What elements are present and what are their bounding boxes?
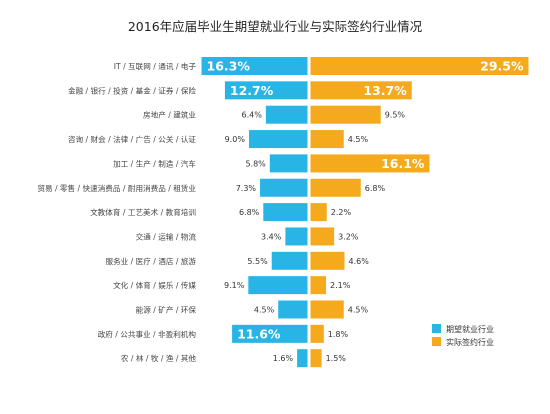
bar-expected [271, 251, 308, 270]
bar-actual [310, 130, 344, 149]
bar-actual [310, 300, 344, 319]
category-label: 贸易 / 零售 / 快速消费品 / 耐用消费品 / 租赁业 [37, 183, 196, 193]
data-label-actual: 4.5% [348, 135, 369, 144]
legend: 期望就业行业 实际签约行业 [432, 324, 494, 347]
data-label-actual: 4.6% [348, 257, 369, 266]
category-label: 金融 / 银行 / 投资 / 基金 / 证券 / 保险 [68, 85, 196, 95]
bar-expected [260, 178, 308, 197]
category-label: 交通 / 运输 / 物流 [136, 231, 197, 241]
bar-actual [310, 251, 345, 270]
data-label-actual: 2.1% [330, 281, 351, 290]
data-label-actual: 1.5% [326, 354, 347, 363]
data-label-expected: 5.8% [245, 159, 266, 168]
bar-actual [310, 324, 324, 343]
bar-expected [265, 105, 308, 124]
bar-actual [310, 81, 412, 100]
data-label-actual: 16.1% [381, 156, 425, 171]
bar-expected [248, 130, 308, 149]
data-label-expected: 6.4% [242, 111, 263, 120]
category-label: 政府 / 公共事业 / 非盈利机构 [98, 329, 197, 339]
category-label: 文化 / 体育 / 娱乐 / 传媒 [113, 280, 196, 290]
data-label-expected: 7.3% [236, 184, 257, 193]
data-label-expected: 12.7% [230, 83, 274, 98]
data-label-expected: 3.4% [261, 232, 282, 241]
bar-actual [310, 178, 361, 197]
bar-expected [248, 276, 308, 295]
category-label: 文教体育 / 工艺美术 / 教育培训 [90, 207, 196, 217]
data-label-expected: 1.6% [273, 354, 294, 363]
bar-expected [269, 154, 308, 173]
data-label-expected: 9.0% [225, 135, 246, 144]
data-label-actual: 3.2% [338, 232, 359, 241]
data-label-actual: 29.5% [480, 59, 524, 74]
data-label-actual: 6.8% [365, 184, 386, 193]
bar-actual [310, 154, 430, 173]
bar-expected [201, 57, 308, 75]
bar-expected [278, 300, 308, 319]
data-label-actual: 9.5% [385, 111, 406, 120]
category-label: 咨询 / 财会 / 法律 / 广告 / 公关 / 认证 [68, 134, 196, 144]
legend-swatch-actual [432, 337, 441, 346]
data-label-expected: 6.8% [239, 208, 260, 217]
chart-title: 2016年应届毕业生期望就业行业与实际签约行业情况 [128, 19, 423, 34]
bar-actual [310, 203, 327, 222]
bar-expected [224, 81, 308, 100]
data-label-expected: 9.1% [224, 281, 245, 290]
data-label-actual: 2.2% [331, 208, 352, 217]
category-label: 能源 / 矿产 / 环保 [136, 305, 197, 315]
category-label: 服务业 / 医疗 / 酒店 / 旅游 [105, 256, 196, 266]
data-label-expected: 4.5% [254, 306, 275, 315]
bar-actual [310, 105, 381, 124]
chart-rows: IT / 互联网 / 通讯 / 电子 16.3% 29.5% 金融 / 银行 / 投资… [37, 57, 529, 368]
category-label: 农 / 林 / 牧 / 渔 / 其他 [121, 353, 197, 363]
bar-expected [297, 349, 308, 368]
bar-expected [263, 203, 308, 222]
legend-label-expected: 期望就业行业 [446, 324, 494, 334]
bar-actual [310, 276, 327, 295]
data-label-expected: 11.6% [237, 326, 281, 341]
bar-expected [285, 227, 308, 246]
data-label-actual: 1.8% [328, 330, 349, 339]
category-label: 加工 / 生产 / 制造 / 汽车 [113, 158, 196, 168]
bar-actual [310, 349, 322, 368]
category-label: IT / 互联网 / 通讯 / 电子 [114, 61, 197, 71]
bar-actual [310, 227, 335, 246]
data-label-actual: 13.7% [363, 83, 407, 98]
legend-swatch-expected [432, 324, 441, 333]
data-label-expected: 5.5% [247, 257, 268, 266]
legend-label-actual: 实际签约行业 [446, 337, 494, 347]
data-label-expected: 16.3% [207, 59, 251, 74]
category-label: 房地产 / 建筑业 [143, 110, 196, 120]
bar-actual [310, 57, 529, 75]
data-label-actual: 4.5% [348, 306, 369, 315]
bar-expected [232, 324, 308, 343]
